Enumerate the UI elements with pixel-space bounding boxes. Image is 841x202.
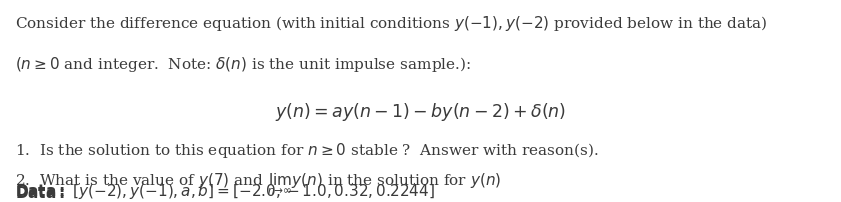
- Text: $(n \geq 0$ and integer.  Note: $\delta(n)$ is the unit impulse sample.):: $(n \geq 0$ and integer. Note: $\delta(n…: [15, 55, 471, 74]
- Text: $\mathbf{Data:}$: $\mathbf{Data:}$: [15, 184, 70, 200]
- Text: Consider the difference equation (with initial conditions $y(-1), y(-2)$ provide: Consider the difference equation (with i…: [15, 14, 768, 33]
- Text: $y(n) = ay(n-1) - by(n-2) + \delta(n)$: $y(n) = ay(n-1) - by(n-2) + \delta(n)$: [275, 101, 566, 123]
- Text: $\mathbf{Data:}$ $[y(-2), y(-1), a, b] = [-2.0, -1.0, 0.32, 0.2244]$: $\mathbf{Data:}$ $[y(-2), y(-1), a, b] =…: [15, 181, 435, 200]
- Text: 2.  What is the value of $y(7)$ and $\lim_{n\to\infty} y(n)$ in the solution for: 2. What is the value of $y(7)$ and $\lim…: [15, 171, 501, 196]
- Text: 1.  Is the solution to this equation for $n \geq 0$ stable ?  Answer with reason: 1. Is the solution to this equation for …: [15, 140, 599, 159]
